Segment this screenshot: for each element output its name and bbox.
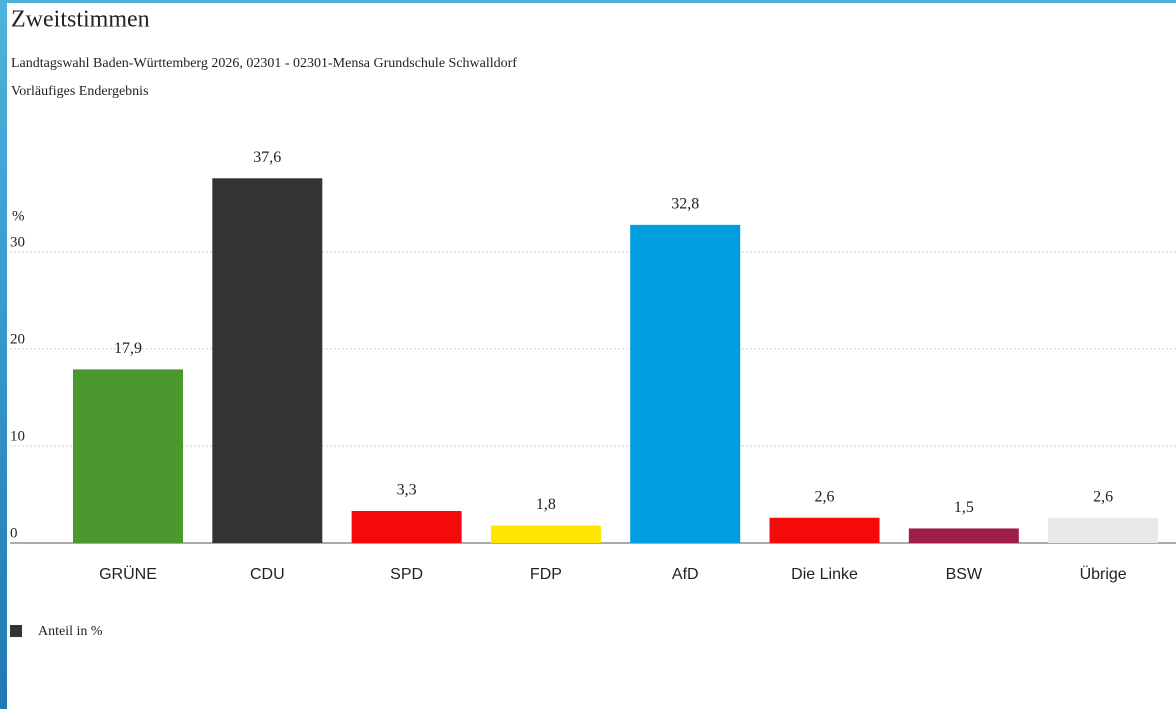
bar xyxy=(212,178,323,543)
value-label: 1,8 xyxy=(536,496,556,513)
legend-label: Anteil in % xyxy=(38,624,103,639)
bar xyxy=(630,224,741,543)
x-tick-label: CDU xyxy=(250,566,285,583)
y-tick-label: 0 xyxy=(10,525,18,541)
x-tick-label: Die Linke xyxy=(791,566,858,583)
value-label: 37,6 xyxy=(253,149,281,166)
chart-title: Zweitstimmen xyxy=(11,7,150,33)
value-label: 3,3 xyxy=(397,482,417,499)
legend-swatch xyxy=(10,625,22,637)
value-label: 2,6 xyxy=(1093,488,1113,505)
x-tick-label: BSW xyxy=(946,566,983,583)
value-label: 17,9 xyxy=(114,340,142,357)
x-tick-label: SPD xyxy=(390,566,423,583)
x-tick-label: Übrige xyxy=(1080,565,1127,583)
x-tick-label: GRÜNE xyxy=(99,565,157,583)
top-edge xyxy=(0,0,1176,3)
bar xyxy=(73,369,184,543)
bar xyxy=(490,525,601,543)
y-tick-label: 10 xyxy=(10,428,25,444)
bar xyxy=(769,517,880,543)
value-label: 32,8 xyxy=(671,196,699,213)
chart-subtitle: Landtagswahl Baden-Württemberg 2026, 023… xyxy=(11,56,517,71)
y-tick-label: 30 xyxy=(10,234,25,250)
y-axis-label: % xyxy=(12,208,25,224)
bar xyxy=(1048,517,1159,543)
value-label: 2,6 xyxy=(815,488,835,505)
bar xyxy=(351,510,462,543)
x-tick-label: FDP xyxy=(530,566,562,583)
y-tick-label: 20 xyxy=(10,331,25,347)
left-edge xyxy=(0,0,7,709)
x-tick-label: AfD xyxy=(672,566,699,583)
bar xyxy=(908,528,1019,543)
chart-note: Vorläufiges Endergebnis xyxy=(11,84,149,99)
value-label: 1,5 xyxy=(954,499,974,516)
